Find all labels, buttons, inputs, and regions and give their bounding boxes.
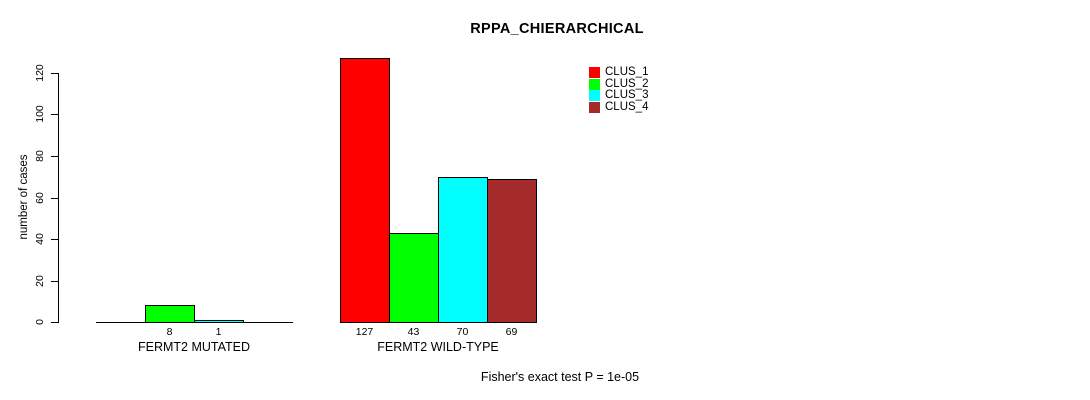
- legend-item: CLUS_3: [589, 89, 648, 101]
- legend-label: CLUS_1: [605, 66, 649, 78]
- y-tick-mark: [51, 322, 58, 323]
- legend-swatch-clus_3: [589, 89, 600, 101]
- y-tick-mark: [51, 156, 58, 157]
- legend-label: CLUS_2: [605, 78, 649, 90]
- bar-clus_2: [389, 233, 439, 323]
- y-tick-label: 20: [34, 275, 46, 287]
- bar-clus_3: [194, 320, 244, 323]
- y-tick-label: 80: [34, 150, 46, 162]
- legend-item: CLUS_4: [589, 101, 648, 113]
- bar-value-label: 70: [456, 326, 469, 338]
- chart-title: RPPA_CHIERARCHICAL: [470, 21, 644, 37]
- legend-item: CLUS_1: [589, 66, 648, 78]
- y-tick-label: 0: [34, 319, 46, 325]
- bar-clus_4: [487, 179, 537, 323]
- y-tick-mark: [51, 114, 58, 115]
- y-axis-label: number of cases: [18, 154, 30, 240]
- bar-clus_1: [340, 58, 390, 323]
- bar-value-label: 43: [407, 326, 420, 338]
- x-group-label: FERMT2 WILD-TYPE: [377, 340, 499, 354]
- fisher-test-annotation: Fisher's exact test P = 1e-05: [480, 370, 640, 384]
- y-tick-label: 120: [34, 64, 46, 82]
- y-tick-mark: [51, 73, 58, 74]
- legend-label: CLUS_3: [605, 89, 649, 101]
- y-tick-mark: [51, 198, 58, 199]
- legend-swatch-clus_1: [589, 66, 600, 78]
- y-tick-mark: [51, 239, 58, 240]
- y-axis-line: [58, 73, 59, 323]
- bar-value-label: 1: [215, 326, 222, 338]
- y-tick-mark: [51, 281, 58, 282]
- x-group-label: FERMT2 MUTATED: [137, 340, 251, 354]
- bar-value-label: 127: [355, 326, 374, 338]
- y-tick-label: 60: [34, 192, 46, 204]
- legend-item: CLUS_2: [589, 78, 648, 90]
- y-tick-label: 40: [34, 233, 46, 245]
- bar-value-label: 8: [166, 326, 173, 338]
- bar-value-label: 69: [505, 326, 518, 338]
- bar-clus_3: [438, 177, 488, 323]
- bar-clus_2: [145, 305, 195, 323]
- y-tick-label: 100: [34, 105, 46, 123]
- legend-swatch-clus_4: [589, 101, 600, 113]
- legend-label: CLUS_4: [605, 101, 649, 113]
- legend-swatch-clus_2: [589, 78, 600, 90]
